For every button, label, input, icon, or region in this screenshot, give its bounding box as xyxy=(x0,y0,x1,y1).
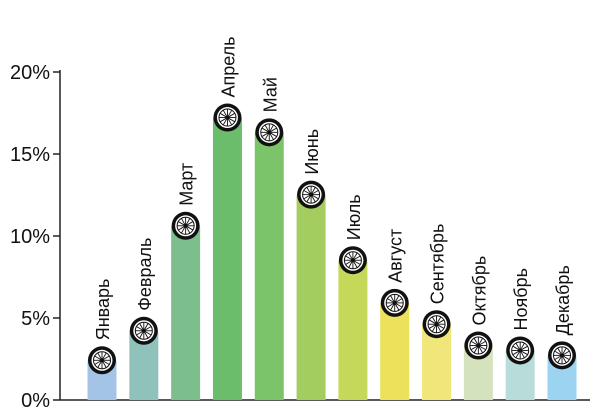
bicycle-wheel-icon xyxy=(213,103,242,132)
category-label: Сентябрь xyxy=(428,224,448,305)
bicycle-wheel-icon xyxy=(464,331,493,360)
category-label: Апрель xyxy=(218,36,238,97)
bicycle-wheel-icon xyxy=(422,310,451,339)
bicycle-wheel-icon xyxy=(129,316,158,345)
bicycle-wheel-icon xyxy=(255,118,284,147)
bicycle-wheel-icon xyxy=(297,180,326,209)
category-label: Ноябрь xyxy=(511,268,531,330)
category-label: Август xyxy=(386,229,406,283)
bar-9 xyxy=(422,317,452,400)
y-tick-label: 15% xyxy=(10,144,50,166)
bicycle-wheel-icon xyxy=(171,211,200,240)
bar-4 xyxy=(212,110,242,401)
category-label: Март xyxy=(177,163,197,206)
bicycle-wheel-icon xyxy=(548,341,576,370)
bicycle-wheel-icon xyxy=(88,346,116,375)
category-label: Май xyxy=(260,77,280,112)
y-tick-label: 0% xyxy=(21,390,50,412)
bar-6 xyxy=(296,187,326,400)
category-label: Октябрь xyxy=(469,256,489,326)
bar-5 xyxy=(254,125,284,401)
bars xyxy=(87,110,577,401)
y-tick-label: 20% xyxy=(10,62,50,84)
bar-8 xyxy=(380,296,410,400)
bar-3 xyxy=(171,219,201,400)
category-label: Июль xyxy=(344,194,364,240)
wheel-markers xyxy=(88,103,576,375)
bar-2 xyxy=(129,324,159,400)
category-label: Февраль xyxy=(135,238,155,311)
y-tick-label: 10% xyxy=(10,226,50,248)
bicycle-wheel-icon xyxy=(380,288,409,317)
category-label: Декабрь xyxy=(553,265,573,335)
category-labels: Январь Февраль Март Апрель Май Июнь Июль Август… xyxy=(93,36,573,340)
bar-7 xyxy=(338,253,368,400)
bicycle-wheel-icon xyxy=(506,336,535,365)
category-label: Январь xyxy=(93,279,113,341)
category-label: Июнь xyxy=(302,129,322,175)
bicycle-wheel-icon xyxy=(338,246,367,275)
y-tick-label: 5% xyxy=(21,308,50,330)
